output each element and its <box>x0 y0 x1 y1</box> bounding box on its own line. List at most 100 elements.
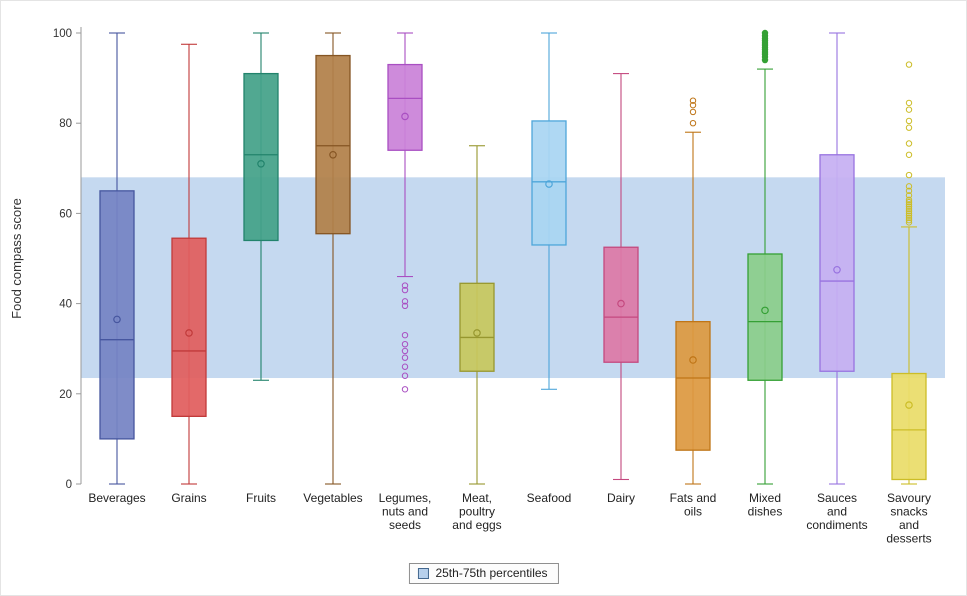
outlier-point <box>905 140 913 147</box>
category-label-meat-poultry-and-eggs: and eggs <box>452 518 501 532</box>
outlier-point <box>905 171 913 179</box>
outlier-point <box>905 212 913 219</box>
legend-label: 25th-75th percentiles <box>435 565 548 580</box>
outlier-point <box>905 205 913 213</box>
mean-marker <box>833 265 841 274</box>
y-tick-label: 100 <box>53 28 72 40</box>
boxplot-seafood: Seafood <box>527 32 572 505</box>
boxplot-fruits: Fruits <box>243 32 279 505</box>
mean-marker <box>113 315 121 324</box>
category-label-legumes-nuts-and-seeds: nuts and <box>382 505 428 519</box>
outlier-point <box>761 29 769 37</box>
outlier-point <box>689 120 697 127</box>
category-label-sauces-and-condiments: condiments <box>806 518 867 532</box>
y-tick-label: 40 <box>59 299 72 311</box>
box <box>675 320 711 451</box>
outlier-point <box>401 282 409 289</box>
mean-marker <box>617 299 625 308</box>
legend: 25th-75th percentiles <box>408 562 559 584</box>
mean-marker <box>761 306 769 315</box>
category-label-savoury-snacks-and-desserts: and <box>899 518 919 532</box>
outlier-point <box>905 210 913 217</box>
outlier-point <box>905 124 913 131</box>
category-label-mixed-dishes: Mixed <box>749 491 781 505</box>
outlier-point <box>401 347 409 355</box>
outlier-point <box>905 196 913 204</box>
mean-marker <box>689 356 697 364</box>
box <box>603 246 639 363</box>
category-label-legumes-nuts-and-seeds: seeds <box>389 518 421 532</box>
boxplot-grains: Grains <box>171 43 207 505</box>
outlier-point <box>689 97 697 104</box>
outlier-point <box>401 363 409 370</box>
outlier-point <box>905 192 913 199</box>
outlier-point <box>401 372 409 379</box>
box <box>171 237 207 418</box>
legend-swatch <box>417 567 429 579</box>
mean-marker <box>545 180 553 188</box>
outlier-point <box>905 117 913 125</box>
outlier-point <box>905 216 913 224</box>
mean-marker <box>473 329 481 337</box>
y-axis-title: Food compass score <box>9 198 24 319</box>
box <box>387 63 423 151</box>
outlier-point <box>905 198 913 206</box>
box <box>315 54 351 235</box>
outlier-point <box>905 99 913 107</box>
outlier-point <box>905 201 913 208</box>
category-label-vegetables: Vegetables <box>303 491 362 505</box>
box <box>819 154 855 372</box>
outlier-point <box>401 331 409 339</box>
outlier-point <box>905 219 913 226</box>
category-label-dairy: Dairy <box>607 491 635 505</box>
category-label-savoury-snacks-and-desserts: Savoury <box>887 491 931 505</box>
outlier-point <box>905 61 913 68</box>
outlier-point <box>905 203 913 210</box>
outlier-point <box>905 151 913 158</box>
y-tick-label: 80 <box>59 118 72 130</box>
category-label-fruits: Fruits <box>246 491 276 505</box>
outlier-point <box>905 214 913 222</box>
category-label-sauces-and-condiments: Sauces <box>817 491 857 505</box>
category-label-grains: Grains <box>171 491 206 505</box>
boxplot-beverages: Beverages <box>88 32 146 505</box>
category-label-legumes-nuts-and-seeds: Legumes, <box>379 491 432 505</box>
outlier-point <box>401 298 409 305</box>
box <box>459 282 495 372</box>
category-label-seafood: Seafood <box>527 491 572 505</box>
y-tick-label: 60 <box>59 208 72 220</box>
box <box>531 120 567 246</box>
percentile-band <box>81 177 945 379</box>
category-label-meat-poultry-and-eggs: poultry <box>459 505 495 519</box>
outlier-point <box>905 207 913 215</box>
mean-marker <box>257 159 265 168</box>
outlier-point <box>401 286 409 294</box>
category-label-savoury-snacks-and-desserts: snacks <box>890 505 927 519</box>
box <box>243 72 279 242</box>
category-label-meat-poultry-and-eggs: Meat, <box>462 491 492 505</box>
box <box>99 190 135 440</box>
outlier-point <box>401 386 409 393</box>
box <box>747 253 783 381</box>
category-label-savoury-snacks-and-desserts: desserts <box>886 532 931 546</box>
boxplot-dairy: Dairy <box>603 73 639 505</box>
outlier-point <box>905 183 913 190</box>
outlier-point <box>689 108 697 116</box>
outlier-point <box>401 340 409 348</box>
boxplot-vegetables: Vegetables <box>303 32 363 505</box>
mean-marker <box>329 150 337 159</box>
category-label-fats-and-oils: oils <box>684 505 702 519</box>
y-tick-label: 0 <box>66 479 72 491</box>
category-label-fats-and-oils: Fats and <box>670 491 717 505</box>
mean-marker <box>401 112 409 121</box>
outlier-point <box>905 187 913 195</box>
outlier-point <box>905 106 913 113</box>
category-label-beverages: Beverages <box>88 491 145 505</box>
